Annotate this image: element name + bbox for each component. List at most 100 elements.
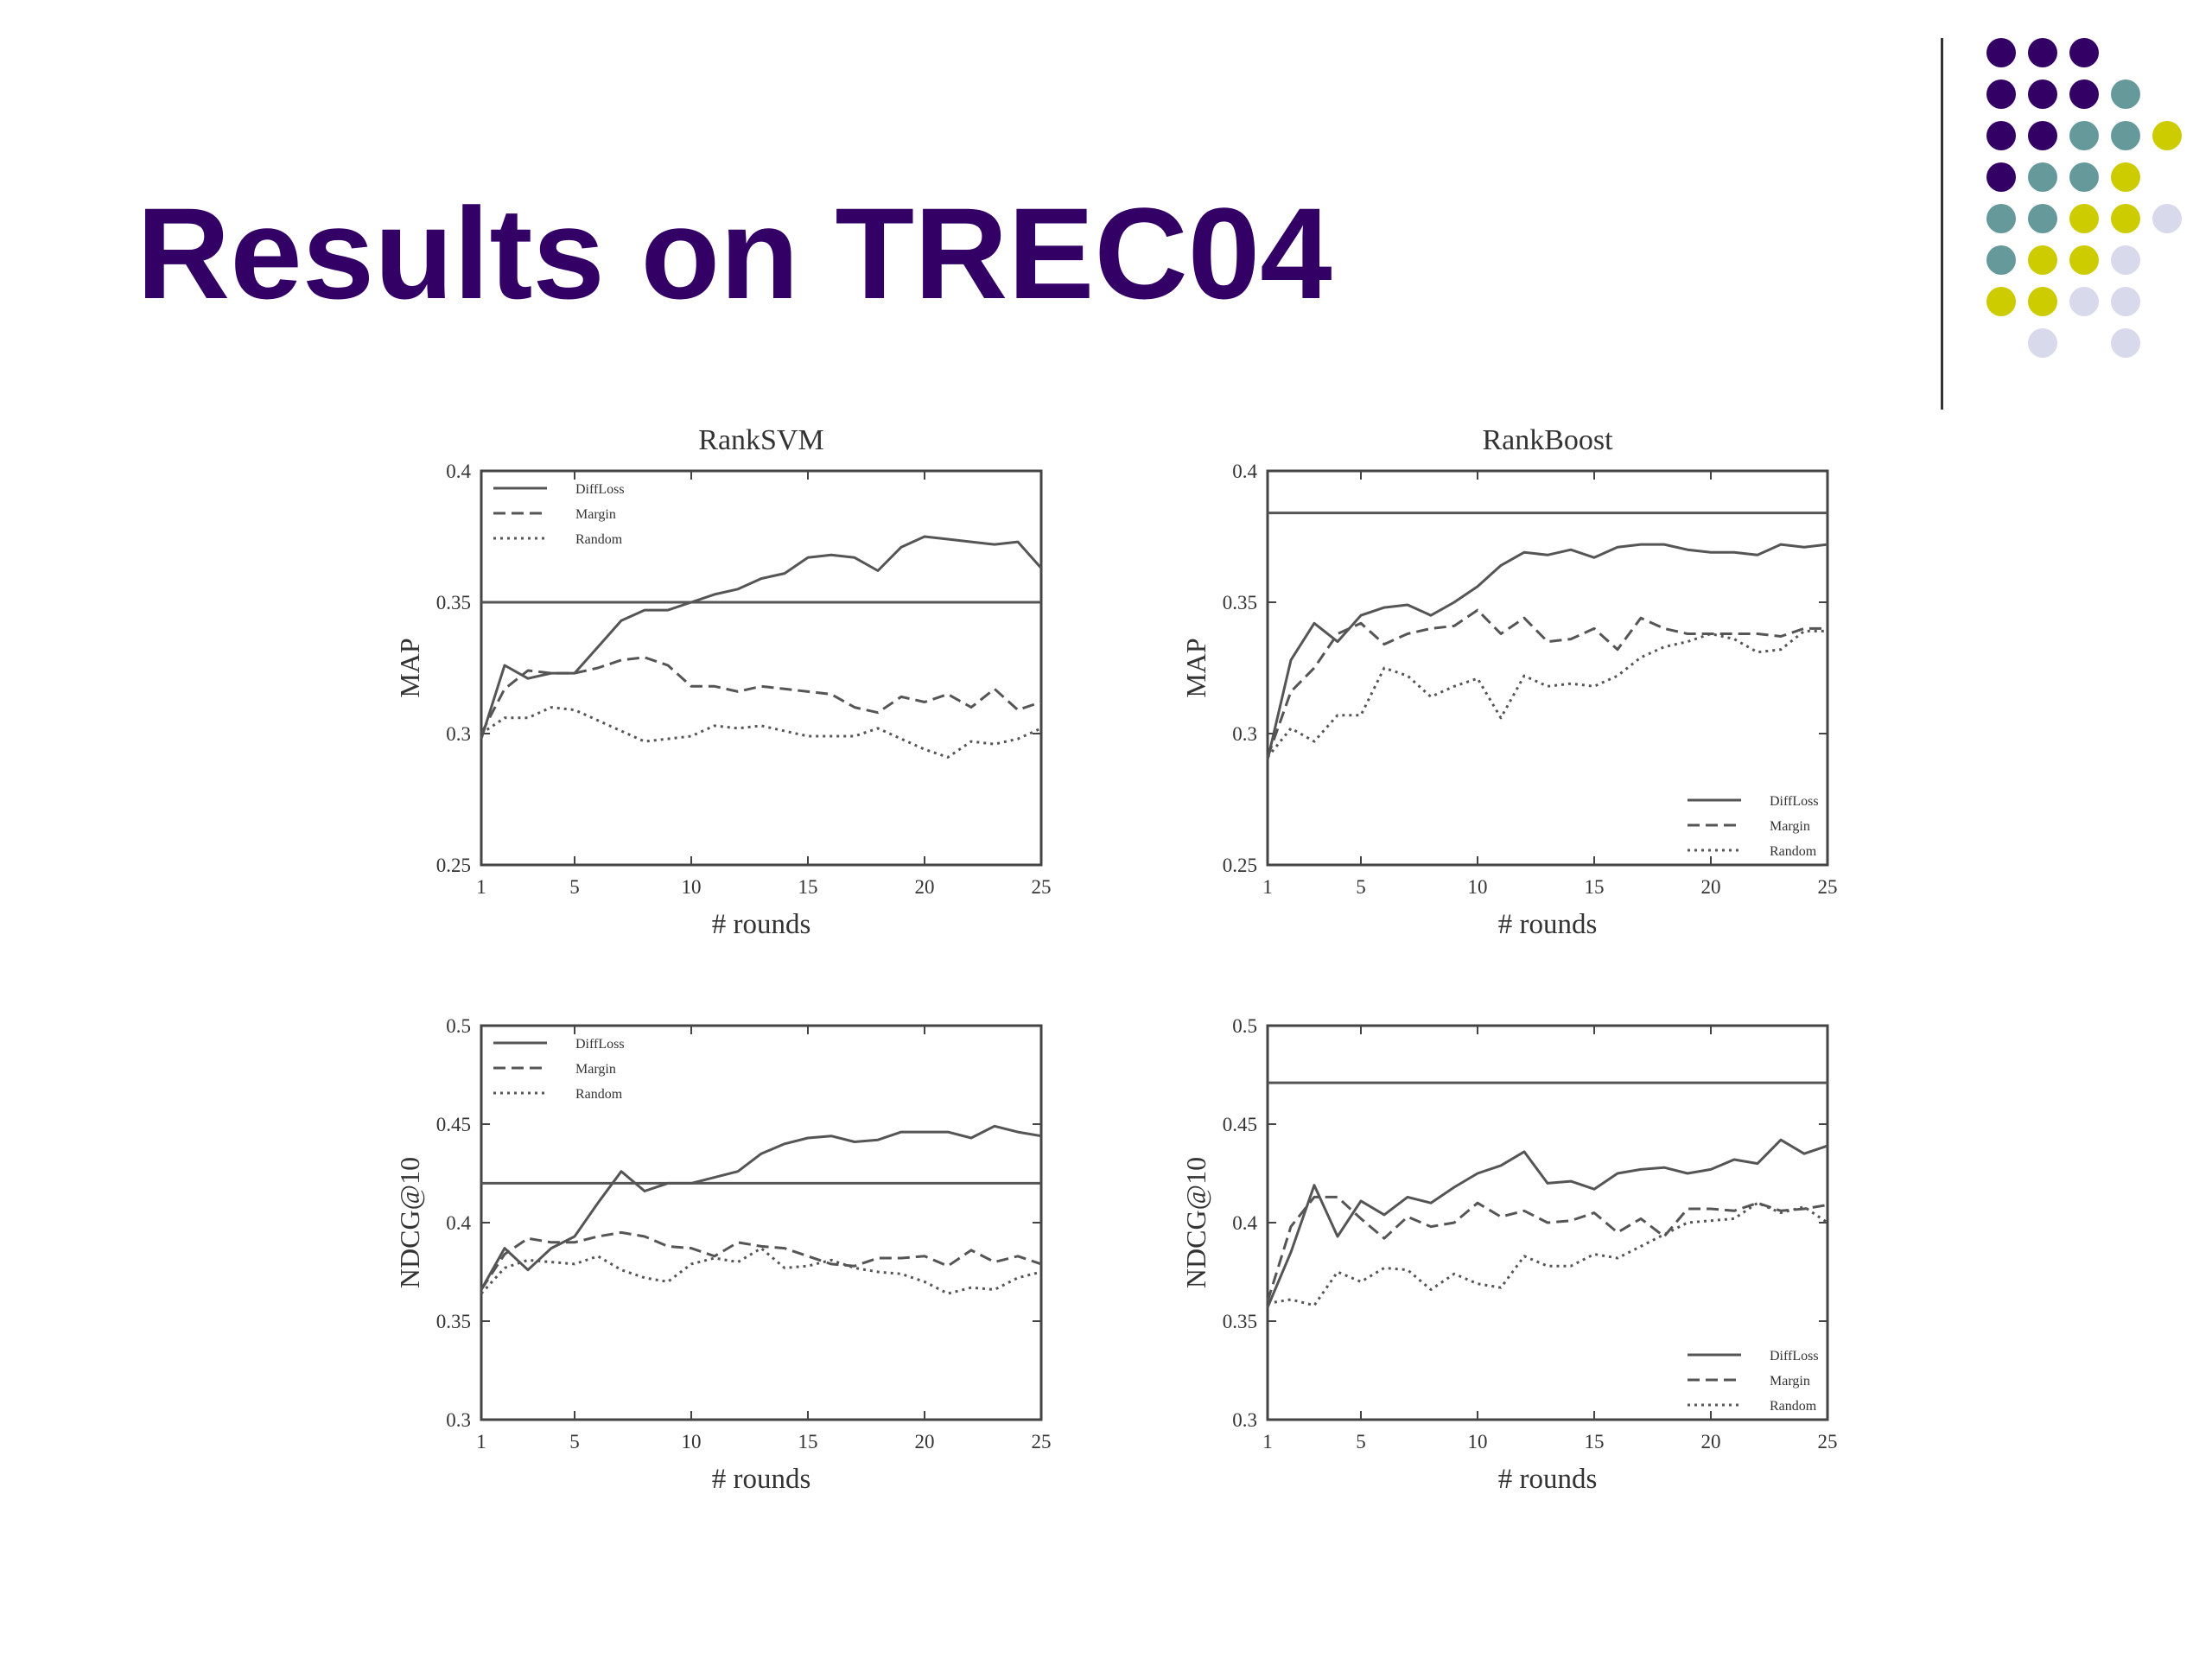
logo-dot-teal (1986, 204, 2016, 233)
x-tick-label: 5 (1356, 876, 1366, 898)
legend-label: Margin (1770, 819, 1810, 834)
chart-title: RankSVM (698, 424, 823, 456)
series-line-random (480, 706, 1042, 759)
logo-dot-lavender (2111, 328, 2140, 358)
legend-label: Random (1770, 1399, 1817, 1414)
y-tick-label: 0.3 (446, 1409, 471, 1431)
logo-dot-lavender (2069, 287, 2099, 316)
plot-frame (480, 469, 1043, 867)
legend-label: DiffLoss (575, 1037, 625, 1052)
x-tick-label: 1 (1262, 876, 1273, 898)
y-tick-label: 0.45 (1223, 1114, 1257, 1135)
x-tick-label: 25 (1818, 1431, 1838, 1452)
y-tick-label: 0.35 (436, 592, 471, 613)
x-tick-label: 20 (915, 1431, 935, 1452)
logo-dot-teal (2111, 121, 2140, 150)
logo-dot-yellow (1986, 287, 2016, 316)
y-tick-label: 0.4 (446, 1212, 471, 1234)
logo-dot-yellow (2028, 287, 2057, 316)
logo-dot-teal (1986, 245, 2016, 275)
series-line-margin (480, 1230, 1042, 1291)
y-tick-label: 0.4 (1232, 1212, 1257, 1234)
logo-dot-lavender (2028, 328, 2057, 358)
x-tick-label: 5 (569, 876, 580, 898)
plot-frame (480, 1024, 1043, 1421)
y-tick-label: 0.45 (436, 1114, 471, 1135)
logo-dot-yellow (2069, 204, 2099, 233)
series-line-margin (1266, 608, 1827, 758)
logo-dot-lavender (2111, 245, 2140, 275)
legend-label: Margin (575, 1062, 616, 1077)
x-tick-label: 1 (476, 876, 486, 898)
x-tick-label: 10 (682, 1431, 702, 1452)
series-line-diffloss (480, 535, 1043, 740)
x-axis-label: # rounds (1498, 1464, 1598, 1495)
y-tick-label: 0.5 (446, 1015, 471, 1037)
y-tick-label: 0.3 (446, 723, 471, 745)
logo-dot-purple (2069, 79, 2099, 109)
y-tick-label: 0.4 (446, 461, 471, 482)
logo-dot-lavender (2111, 287, 2140, 316)
series-line-random (480, 1247, 1042, 1295)
legend-label: DiffLoss (575, 482, 625, 497)
y-axis-label: NDCG@10 (1180, 1157, 1211, 1288)
x-axis-label: # rounds (1498, 909, 1598, 940)
x-tick-label: 15 (798, 1431, 818, 1452)
y-tick-label: 0.35 (1223, 1311, 1257, 1332)
series-line-diffloss (1266, 543, 1828, 760)
legend-label: Random (575, 1087, 623, 1102)
logo-dot-lavender (2152, 204, 2182, 233)
x-tick-label: 1 (476, 1431, 486, 1452)
series-line-diffloss (1266, 1138, 1828, 1308)
y-tick-label: 0.5 (1232, 1015, 1257, 1037)
chart-boost-ndcg: 1 5 10 15 20 250.30.350.40.450.5# roundsNDCG@… (1180, 1015, 1838, 1495)
series-line-random (1267, 1201, 1828, 1307)
logo-dot-yellow (2069, 245, 2099, 275)
logo-dot-purple (1986, 38, 2016, 67)
x-tick-label: 25 (1032, 1431, 1052, 1452)
logo-dot-purple (2028, 79, 2057, 109)
x-tick-label: 5 (1356, 1431, 1366, 1452)
logo-dot-purple (1986, 79, 2016, 109)
x-tick-label: 1 (1262, 1431, 1273, 1452)
x-tick-label: 15 (1585, 876, 1605, 898)
y-tick-label: 0.3 (1232, 1409, 1257, 1431)
series-line-margin (480, 656, 1042, 734)
logo-dot-purple (2028, 38, 2057, 67)
x-tick-label: 15 (798, 876, 818, 898)
series-line-margin (1266, 1195, 1828, 1302)
y-tick-label: 0.3 (1232, 723, 1257, 745)
slide-title: Results on TREC04 (137, 181, 1332, 326)
logo-dot-purple (1986, 121, 2016, 150)
y-tick-label: 0.35 (1223, 592, 1257, 613)
y-axis-label: NDCG@10 (394, 1157, 425, 1288)
x-tick-label: 10 (1468, 1431, 1488, 1452)
logo-dot-purple (1986, 162, 2016, 192)
series-line-diffloss (480, 1124, 1042, 1291)
x-tick-label: 10 (682, 876, 702, 898)
x-tick-label: 5 (569, 1431, 580, 1452)
x-tick-label: 20 (1701, 1431, 1721, 1452)
chart-svm-ndcg: 1 5 10 15 20 250.30.350.40.450.5# roundsNDCG@… (394, 1015, 1052, 1495)
x-tick-label: 25 (1032, 876, 1052, 898)
y-tick-label: 0.35 (436, 1311, 471, 1332)
plot-frame (1266, 469, 1829, 867)
logo-dot-teal (2111, 79, 2140, 109)
y-axis-label: MAP (394, 638, 425, 697)
title-divider (1941, 38, 1943, 410)
x-tick-label: 25 (1818, 876, 1838, 898)
logo-dot-yellow (2152, 121, 2182, 150)
logo-dot-teal (2028, 162, 2057, 192)
chart-title: RankBoost (1482, 424, 1613, 456)
legend-label: Margin (1770, 1374, 1810, 1389)
x-tick-label: 10 (1468, 876, 1488, 898)
legend-label: Random (1770, 844, 1817, 859)
y-tick-label: 0.4 (1232, 461, 1257, 482)
logo-dot-yellow (2028, 245, 2057, 275)
series-line-random (1266, 629, 1827, 759)
x-axis-label: # rounds (712, 1464, 811, 1495)
dot-grid-logo (1986, 38, 2182, 358)
x-axis-label: # rounds (712, 909, 811, 940)
